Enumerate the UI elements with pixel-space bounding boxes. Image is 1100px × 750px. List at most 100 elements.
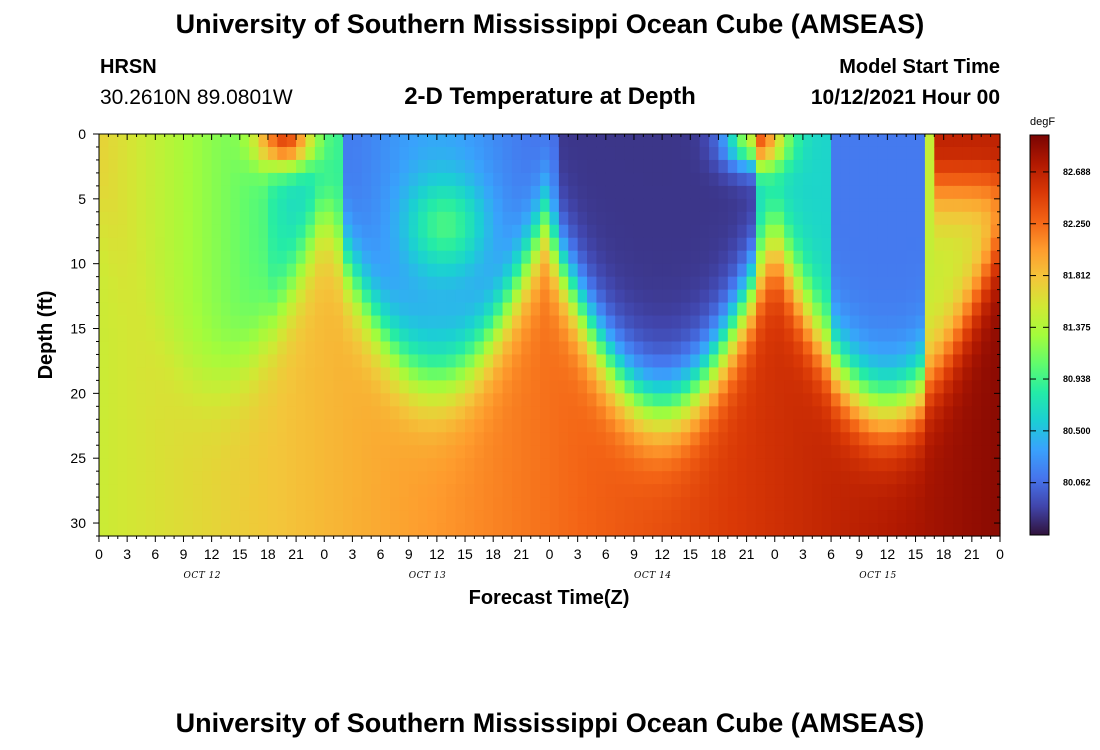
heatmap-cell (840, 250, 851, 265)
heatmap-cell (990, 354, 1001, 369)
heatmap-cell (784, 341, 795, 356)
heatmap-cell (615, 419, 626, 433)
heatmap-cell (521, 510, 532, 524)
heatmap-cell (849, 224, 860, 239)
heatmap-cell (605, 484, 616, 498)
heatmap-cell (117, 445, 128, 459)
heatmap-cell (849, 445, 860, 459)
heatmap-cell (399, 302, 410, 317)
heatmap-cell (408, 134, 419, 148)
heatmap-cell (258, 146, 269, 161)
heatmap-cell (943, 406, 954, 420)
heatmap-cell (493, 211, 504, 226)
x-tick-label: 9 (180, 546, 188, 562)
heatmap-cell (746, 445, 757, 459)
heatmap-cell (662, 276, 673, 291)
heatmap-cell (896, 341, 907, 356)
heatmap-cell (277, 328, 288, 343)
heatmap-cell (896, 302, 907, 317)
heatmap-cell (934, 289, 945, 304)
heatmap-cell (840, 134, 851, 148)
heatmap-cell (568, 289, 579, 304)
heatmap-cell (558, 250, 569, 265)
heatmap-cell (174, 380, 185, 394)
heatmap-cell (249, 146, 260, 161)
heatmap-cell (624, 484, 635, 498)
heatmap-cell (136, 510, 147, 524)
heatmap-cell (831, 419, 842, 433)
heatmap-cell (877, 458, 888, 472)
heatmap-cell (183, 159, 194, 174)
heatmap-cell (455, 406, 466, 420)
heatmap-cell (971, 380, 982, 394)
heatmap-cell (662, 159, 673, 174)
heatmap-cell (709, 276, 720, 291)
heatmap-cell (399, 172, 410, 187)
heatmap-cell (305, 445, 316, 459)
heatmap-cell (812, 497, 823, 511)
heatmap-cell (577, 393, 588, 407)
heatmap-cell (924, 185, 935, 200)
heatmap-cell (793, 354, 804, 369)
heatmap-cell (230, 523, 241, 537)
heatmap-cell (343, 211, 354, 226)
heatmap-cell (784, 289, 795, 304)
heatmap-cell (755, 380, 766, 394)
heatmap-cell (765, 445, 776, 459)
heatmap-cell (690, 198, 701, 213)
heatmap-cell (558, 276, 569, 291)
heatmap-cell (587, 276, 598, 291)
heatmap-cell (521, 419, 532, 433)
heatmap-cell (418, 406, 429, 420)
heatmap-cell (455, 432, 466, 446)
heatmap-cell (605, 302, 616, 317)
heatmap-cell (868, 159, 879, 174)
heatmap-cell (596, 406, 607, 420)
heatmap-cell (868, 250, 879, 265)
heatmap-cell (267, 237, 278, 252)
heatmap-cell (361, 185, 372, 200)
heatmap-cell (662, 471, 673, 485)
heatmap-cell (577, 354, 588, 369)
heatmap-cell (633, 328, 644, 343)
heatmap-cell (624, 458, 635, 472)
heatmap-cell (502, 185, 513, 200)
heatmap-cell (774, 185, 785, 200)
heatmap-cell (474, 211, 485, 226)
heatmap-cell (633, 484, 644, 498)
heatmap-cell (615, 198, 626, 213)
heatmap-cell (389, 523, 400, 537)
heatmap-cell (568, 354, 579, 369)
heatmap-cell (174, 289, 185, 304)
heatmap-cell (427, 510, 438, 524)
heatmap-cell (202, 198, 213, 213)
heatmap-cell (812, 146, 823, 161)
heatmap-cell (455, 302, 466, 317)
heatmap-cell (802, 523, 813, 537)
heatmap-cell (624, 276, 635, 291)
heatmap-cell (136, 484, 147, 498)
heatmap-cell (549, 328, 560, 343)
heatmap-cell (709, 250, 720, 265)
heatmap-cell (877, 445, 888, 459)
heatmap-cell (239, 328, 250, 343)
heatmap-cell (605, 211, 616, 226)
heatmap-cell (821, 159, 832, 174)
heatmap-cell (230, 276, 241, 291)
heatmap-cell (652, 146, 663, 161)
heatmap-cell (587, 328, 598, 343)
heatmap-cell (840, 445, 851, 459)
heatmap-cell (446, 315, 457, 330)
heatmap-cell (343, 146, 354, 161)
heatmap-cell (737, 393, 748, 407)
heatmap-cell (643, 458, 654, 472)
heatmap-cell (249, 289, 260, 304)
heatmap-cell (924, 432, 935, 446)
heatmap-cell (99, 224, 109, 239)
heatmap-cell (662, 432, 673, 446)
heatmap-cell (709, 198, 720, 213)
heatmap-cell (605, 172, 616, 187)
heatmap-cell (305, 484, 316, 498)
heatmap-cell (427, 523, 438, 537)
heatmap-cell (183, 380, 194, 394)
